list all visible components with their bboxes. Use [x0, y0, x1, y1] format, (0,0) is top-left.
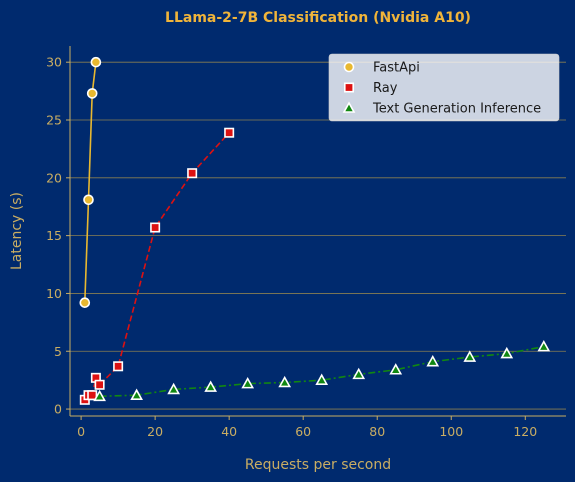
data-point: [87, 390, 98, 401]
y-tick-label: 0: [54, 402, 62, 417]
legend-marker: [343, 61, 355, 73]
data-point: [90, 56, 102, 68]
data-point: [389, 363, 403, 375]
series-line-3: [99, 345, 544, 398]
data-point: [94, 379, 105, 390]
x-tick-label: 120: [513, 424, 537, 439]
y-axis-label: Latency (s): [9, 192, 25, 270]
data-point: [83, 194, 94, 206]
y-tick-label: 10: [46, 286, 62, 301]
axes: 0 5 10 15 20 25 30 0 20 40 60 80 100 120: [46, 46, 566, 439]
y-tick-label: 5: [54, 344, 62, 359]
legend-marker: [342, 101, 356, 113]
legend-label: FastApi: [373, 61, 420, 76]
y-tick-label: 20: [46, 170, 62, 185]
x-tick-label: 0: [77, 424, 85, 439]
data-point: [463, 350, 477, 362]
chart-title: LLama-2-7B Classification (Nvidia A10): [165, 10, 471, 26]
legend-label: Text Generation Inference: [372, 102, 541, 117]
data-point: [352, 367, 366, 380]
data-point: [187, 168, 198, 179]
x-tick-label: 20: [147, 424, 163, 439]
data-point: [500, 346, 514, 359]
data-point: [278, 375, 292, 388]
y-tick-label: 25: [46, 113, 62, 128]
data-point: [150, 222, 161, 233]
data-point: [224, 127, 235, 138]
series-markers: [79, 56, 551, 405]
data-point: [241, 376, 255, 389]
grid-lines: [70, 61, 566, 410]
x-tick-label: 60: [295, 424, 311, 439]
series-line-1: [84, 62, 97, 303]
x-axis-label: Requests per second: [245, 457, 391, 473]
data-point: [79, 297, 91, 308]
x-tick-label: 40: [221, 424, 237, 439]
data-point: [86, 88, 98, 99]
legend-label: Ray: [373, 81, 398, 96]
y-tick-label: 15: [46, 228, 62, 243]
x-tick-label: 100: [439, 424, 463, 439]
data-point: [426, 355, 440, 367]
series-line-2: [84, 132, 230, 401]
data-point: [315, 373, 329, 385]
data-point: [93, 389, 106, 402]
legend-box: [328, 53, 560, 122]
x-tick-label: 80: [369, 424, 385, 439]
data-point: [130, 388, 143, 400]
data-point: [537, 339, 551, 352]
data-point: [113, 361, 124, 372]
series-lines: [84, 62, 544, 401]
data-point: [167, 382, 181, 395]
legend: FastApi Ray Text Generation Inference: [328, 53, 560, 122]
data-point: [204, 380, 218, 392]
legend-marker: [343, 82, 354, 93]
y-tick-label: 30: [46, 55, 62, 70]
